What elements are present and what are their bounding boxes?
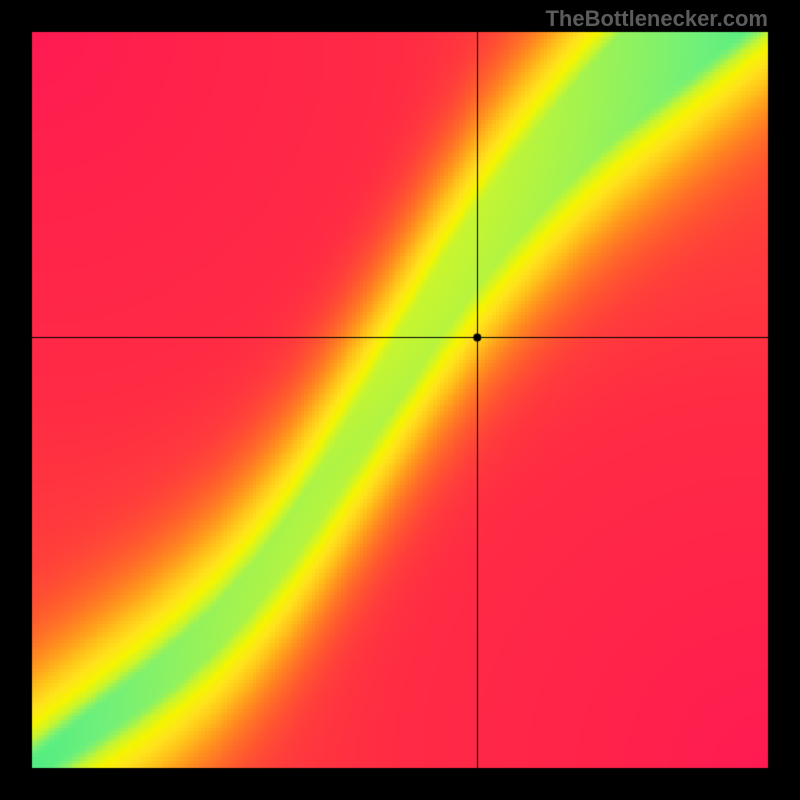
bottleneck-heatmap xyxy=(0,0,800,800)
chart-container: TheBottlenecker.com xyxy=(0,0,800,800)
watermark-text: TheBottlenecker.com xyxy=(545,6,768,32)
